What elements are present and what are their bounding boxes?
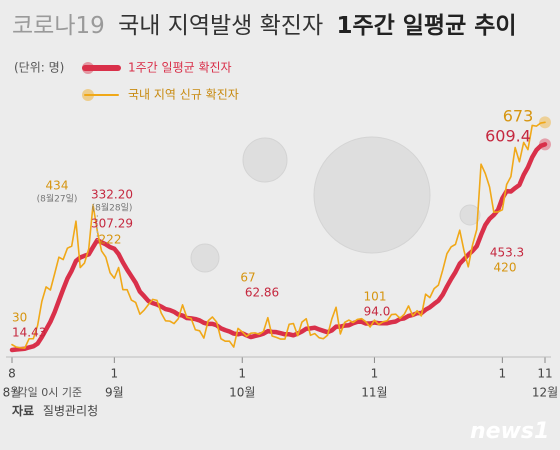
- x-tick-month: 11월: [361, 386, 387, 400]
- average-line: [9, 142, 548, 353]
- source: 자료 질병관리청: [12, 403, 98, 418]
- note: *각일 0시 기준: [12, 385, 82, 399]
- title-main: 국내 지역발생 확진자: [118, 13, 323, 39]
- data-label: 332.20: [91, 188, 133, 202]
- data-label: 420: [494, 261, 517, 275]
- legend-label: 국내 지역 신규 확진자: [128, 88, 239, 102]
- x-tick-label: 1: [238, 367, 246, 381]
- x-tick-month: 9월: [105, 386, 124, 400]
- x-tick-label: 1: [499, 367, 507, 381]
- legend-label: 1주간 일평균 확진자: [128, 61, 232, 75]
- x-tick-month: 10월: [229, 386, 255, 400]
- legend-dot: [82, 89, 94, 101]
- x-tick-month: 8월: [3, 386, 22, 400]
- brand-logo: news1: [470, 419, 549, 444]
- title-strong: 1주간 일평균 추이: [336, 13, 516, 39]
- data-label: 222: [99, 233, 122, 247]
- data-label: 14.43: [12, 326, 46, 340]
- data-label: 101: [364, 290, 387, 304]
- x-tick-label: 1: [371, 367, 379, 381]
- data-label: 453.3: [490, 246, 524, 260]
- end-dot: [539, 116, 551, 129]
- virus-decoration: [190, 136, 481, 273]
- data-label-note: (8월28일): [92, 202, 133, 214]
- x-tick-label: 8: [8, 367, 16, 381]
- x-tick-month: 12월: [532, 386, 558, 400]
- daily-line: [11, 121, 546, 349]
- data-label: 434: [46, 179, 69, 193]
- data-label: 62.86: [245, 286, 279, 300]
- data-label-note: (8월27일): [37, 193, 78, 205]
- data-label: 94.0: [364, 305, 391, 319]
- data-label: 307.29: [91, 217, 133, 231]
- data-label: 609.4: [485, 127, 531, 146]
- x-tick-label: 1: [111, 367, 119, 381]
- x-tick-label: 11: [537, 367, 552, 381]
- title-prefix: 코로나19: [12, 13, 105, 39]
- legend-dot: [82, 62, 94, 74]
- data-label: 30: [12, 311, 27, 325]
- unit-label: (단위: 명): [14, 61, 64, 75]
- data-label: 67: [240, 271, 255, 285]
- chart-title: 코로나19 국내 지역발생 확진자 1주간 일평균 추이: [12, 13, 517, 39]
- source-label: 자료: [12, 403, 34, 418]
- data-label: 673: [503, 107, 534, 126]
- source-text: 질병관리청: [43, 404, 98, 418]
- end-dot: [539, 138, 551, 151]
